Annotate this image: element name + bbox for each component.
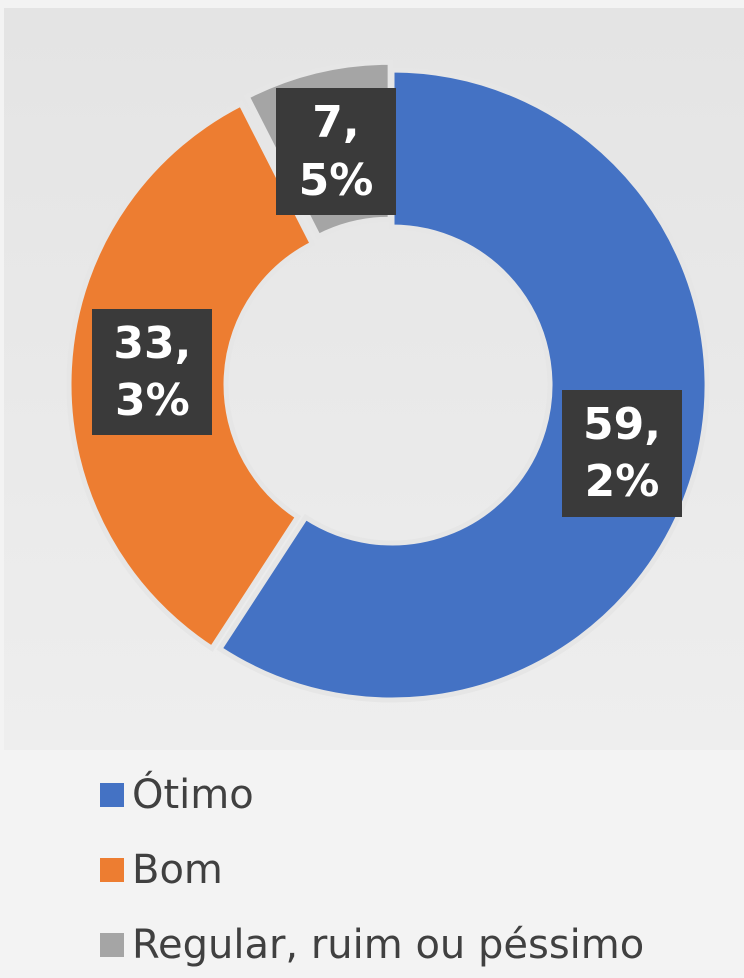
data-label: 33,3%: [92, 309, 213, 436]
data-label-wrap: 7,5%: [246, 62, 426, 242]
data-label: 7,5%: [275, 88, 396, 215]
legend-label: Bom: [132, 847, 223, 893]
donut-slice: [216, 67, 710, 703]
data-label-wrap: 59,2%: [532, 363, 712, 543]
data-label-wrap: 33,3%: [62, 282, 242, 462]
legend-swatch: [100, 858, 124, 882]
data-label-box: 7,5%: [246, 62, 426, 242]
legend-swatch: [100, 783, 124, 807]
legend-label: Regular, ruim ou péssimo: [132, 922, 644, 968]
data-label-box: 33,3%: [62, 282, 242, 462]
legend-swatch: [100, 933, 124, 957]
data-label: 59,2%: [562, 390, 683, 517]
legend-label: Ótimo: [132, 770, 254, 818]
data-label-box: 59,2%: [532, 363, 712, 543]
